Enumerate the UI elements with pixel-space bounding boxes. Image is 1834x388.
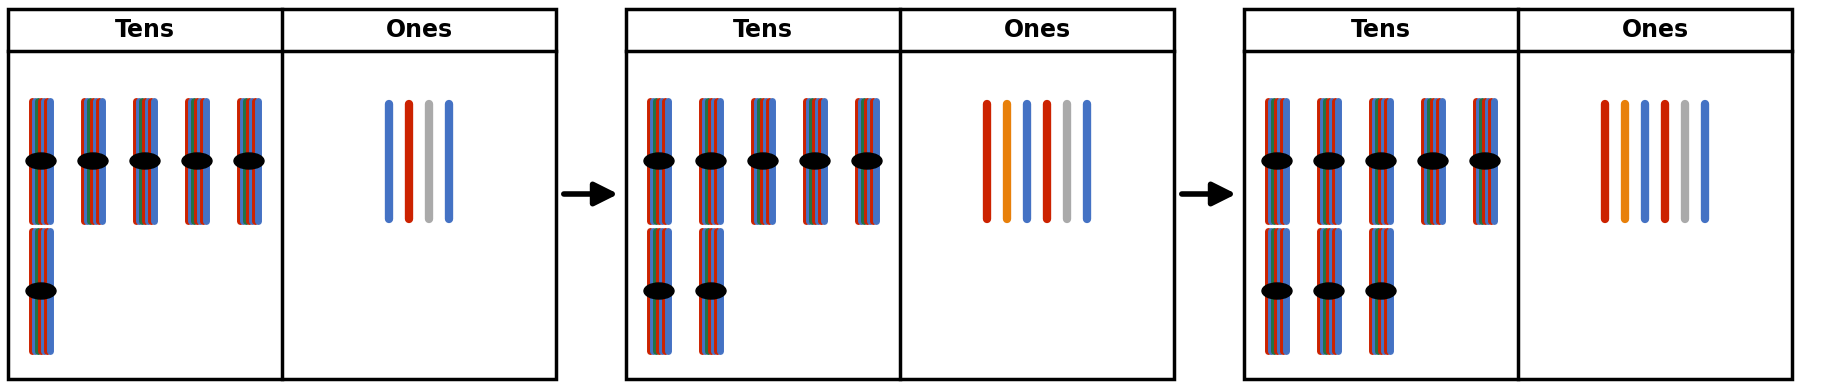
Bar [625,9,1174,379]
Text: Ones: Ones [385,18,453,42]
Ellipse shape [1313,283,1344,299]
Bar [1243,9,1792,379]
Ellipse shape [1366,153,1396,169]
Ellipse shape [1313,153,1344,169]
Ellipse shape [695,153,726,169]
Ellipse shape [182,153,213,169]
Ellipse shape [26,153,57,169]
Ellipse shape [26,283,57,299]
Ellipse shape [1366,283,1396,299]
Text: Tens: Tens [1352,18,1410,42]
Ellipse shape [130,153,160,169]
Bar [7,9,556,379]
Text: Ones: Ones [1003,18,1071,42]
Ellipse shape [1262,283,1291,299]
Ellipse shape [644,283,675,299]
Ellipse shape [644,153,675,169]
Ellipse shape [800,153,831,169]
Ellipse shape [1262,153,1291,169]
Ellipse shape [1471,153,1500,169]
Ellipse shape [853,153,882,169]
Ellipse shape [1418,153,1449,169]
Ellipse shape [695,283,726,299]
Text: Ones: Ones [1621,18,1689,42]
Ellipse shape [748,153,778,169]
Text: Tens: Tens [116,18,174,42]
Text: Tens: Tens [734,18,792,42]
Ellipse shape [79,153,108,169]
Ellipse shape [235,153,264,169]
